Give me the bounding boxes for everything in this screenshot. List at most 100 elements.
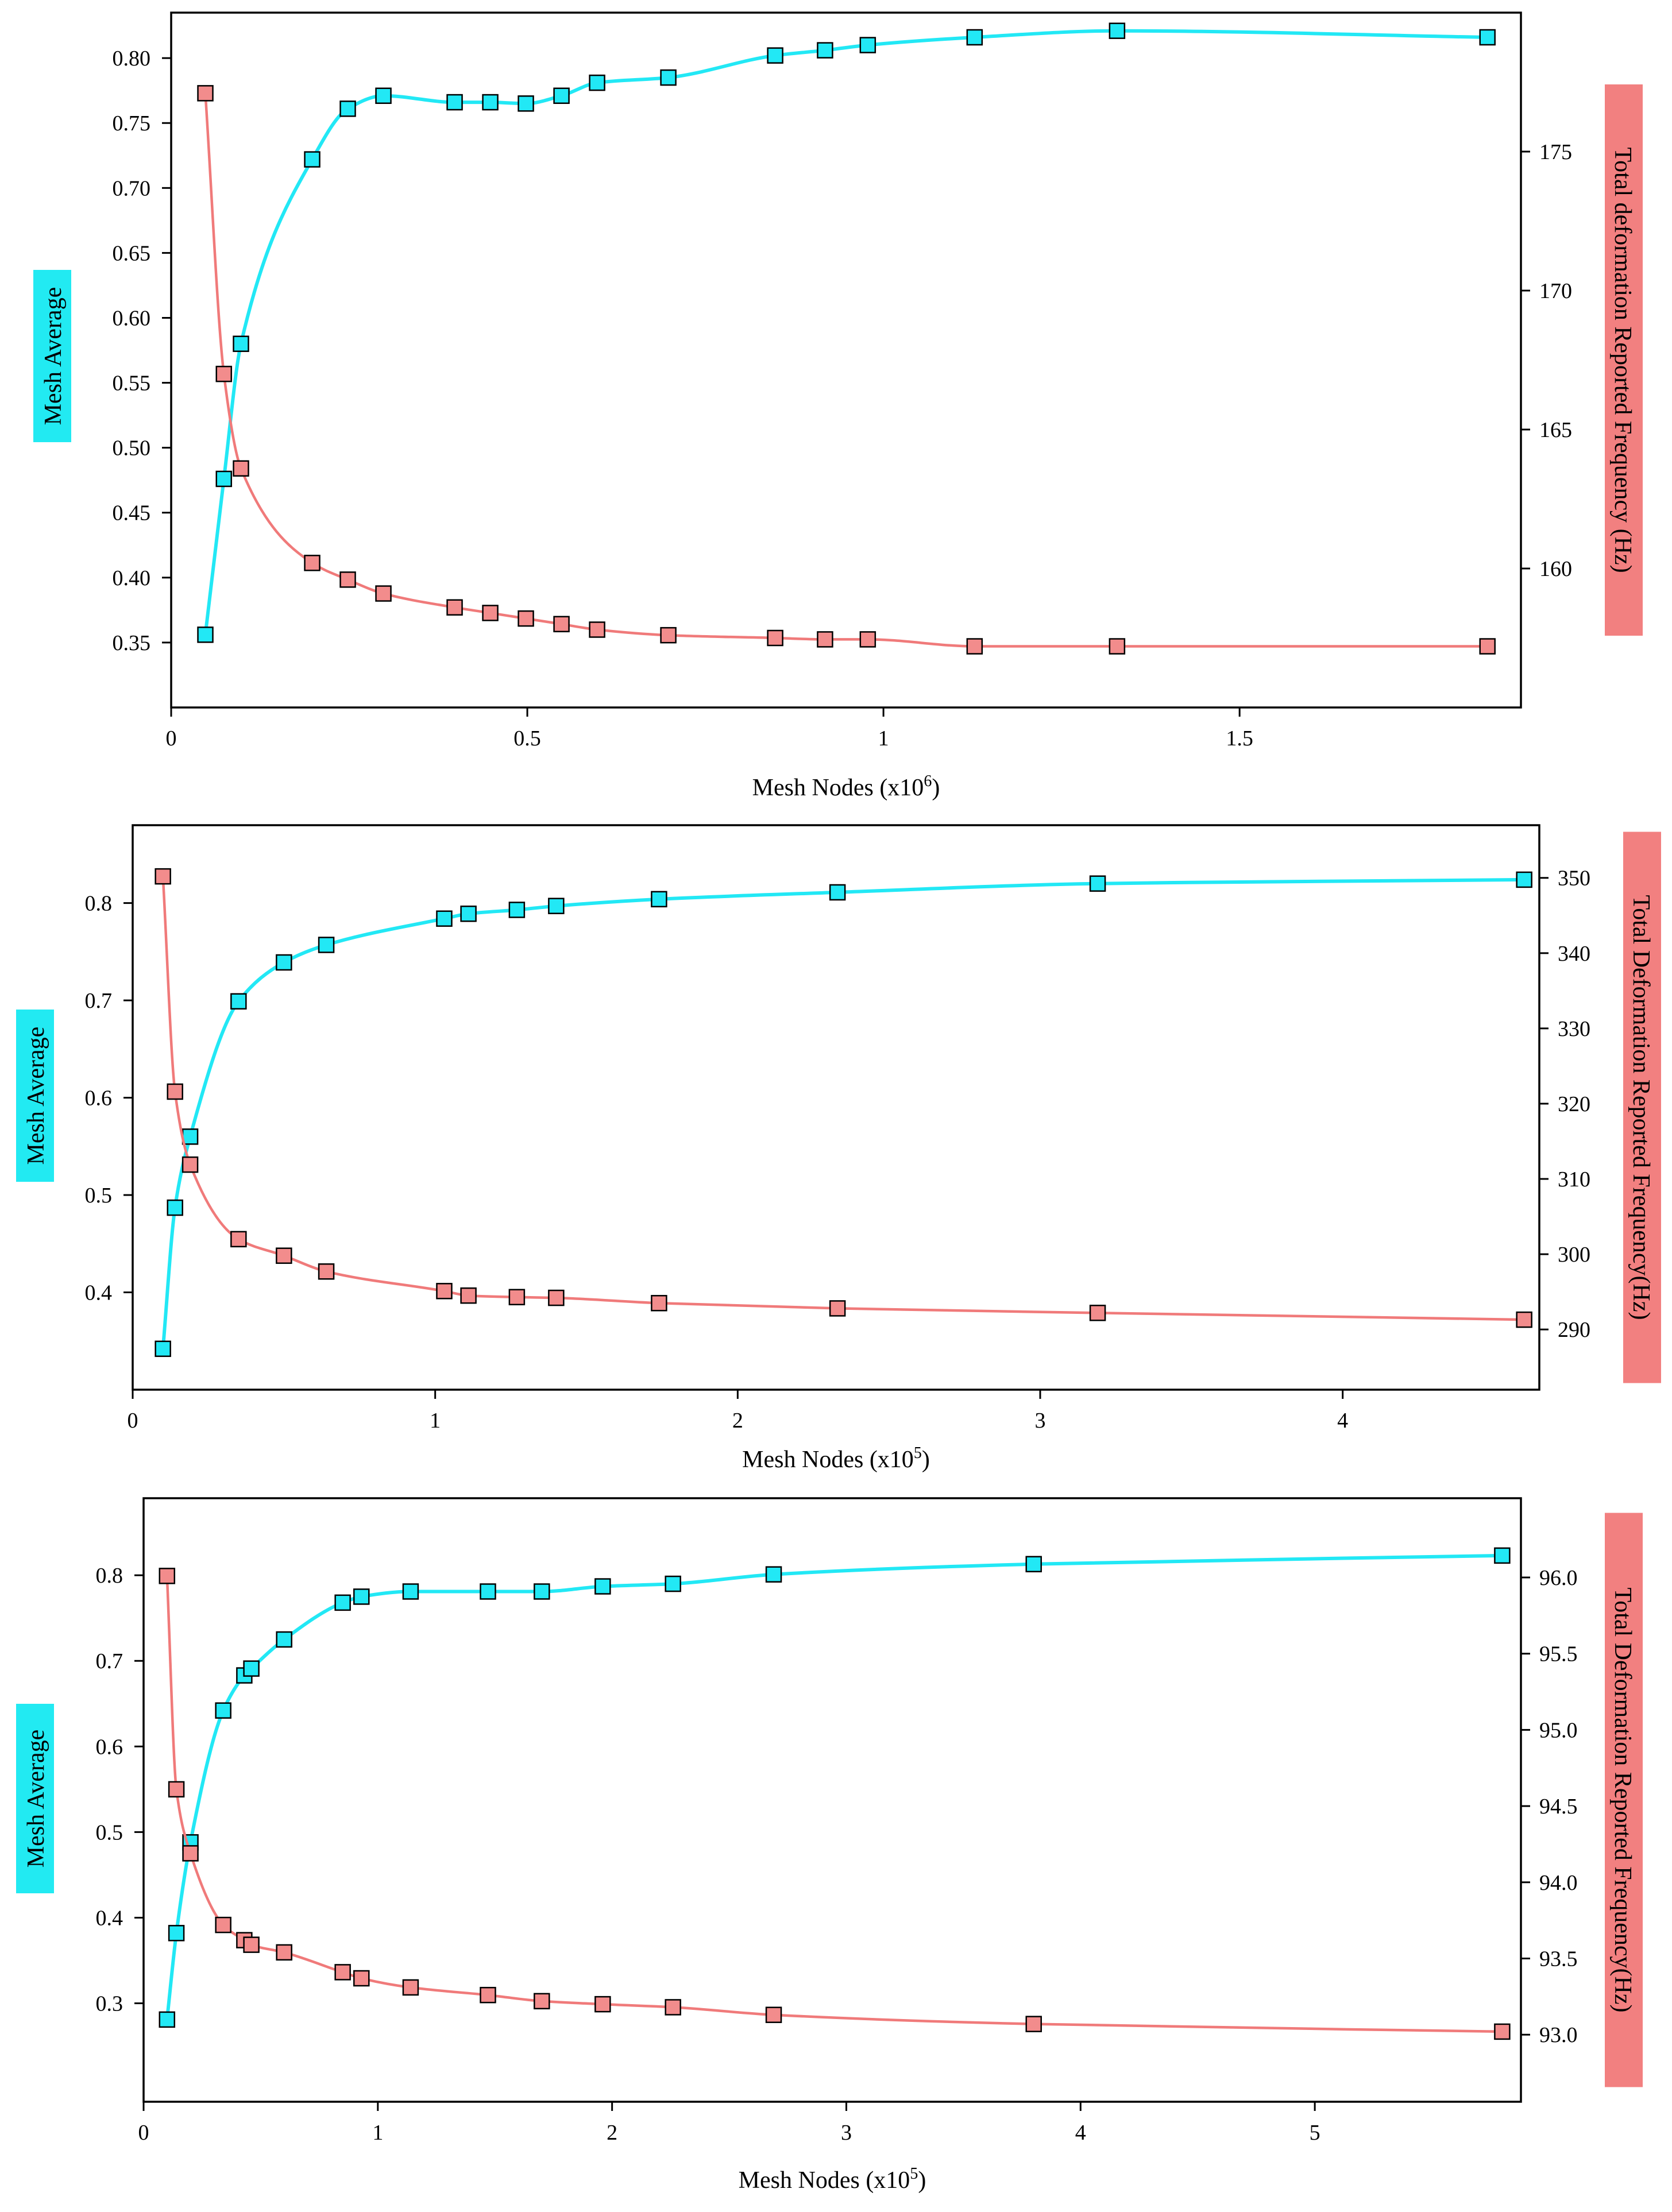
mesh-average-data-point <box>167 1199 183 1216</box>
mesh-average-data-point <box>233 335 249 352</box>
mesh-average-series-line <box>165 1553 1503 2020</box>
plot-frame <box>170 11 1522 709</box>
mesh-average-data-point <box>197 627 214 643</box>
mesh-average-data-point <box>276 954 292 971</box>
mesh-average-data-point <box>1516 871 1532 888</box>
x-axis-label-close: ) <box>932 775 940 801</box>
mesh-average-data-point <box>155 1340 171 1358</box>
frequency-data-point <box>480 1986 496 2004</box>
y-left-tick-label: 0.55 <box>113 372 151 396</box>
x-tick-label: 3 <box>841 2121 852 2145</box>
mesh-average-data-point <box>594 1578 611 1595</box>
chart-panel-1: 0 0.5 1 1.5 0.35 0.40 0.45 0.50 0.55 0.60 0.65 0.70… <box>33 11 1643 801</box>
frequency-data-point <box>215 365 233 382</box>
frequency-data-point <box>651 1295 667 1312</box>
y-right-tick-label: 93.0 <box>1539 2023 1578 2047</box>
y-right-tick-label: 95.0 <box>1539 1718 1578 1742</box>
mesh-average-data-point <box>446 94 463 111</box>
mesh-average-data-point <box>508 902 526 918</box>
frequency-data-point <box>1494 2023 1511 2040</box>
frequency-data-point <box>553 616 570 633</box>
mesh-average-data-point <box>318 937 335 953</box>
y-left-tick-label: 0.5 <box>85 1184 113 1208</box>
y-left-tick-label: 0.50 <box>113 436 151 461</box>
x-tick-label: 0 <box>128 1409 138 1433</box>
frequency-data-point <box>230 1231 247 1248</box>
mesh-average-data-point <box>1479 29 1496 46</box>
y-right-tick-label: 94.0 <box>1539 1871 1578 1895</box>
frequency-data-point <box>817 631 833 648</box>
frequency-data-point <box>460 1287 477 1304</box>
y-right-tick-label: 310 <box>1558 1167 1590 1192</box>
mesh-average-data-point <box>966 29 983 46</box>
frequency-data-point <box>548 1289 565 1306</box>
x-tick-label: 0 <box>166 726 177 751</box>
mesh-average-data-point <box>304 151 321 168</box>
mesh-average-data-point <box>1494 1547 1511 1564</box>
y-left-axis-label: Mesh Average <box>23 1027 49 1165</box>
x-axis-label-text: Mesh Nodes (x10 <box>739 2167 910 2194</box>
frequency-data-point <box>767 629 783 647</box>
mesh-average-data-point <box>553 87 570 104</box>
chart-panel-3: 0 1 2 3 4 5 0.3 0.4 0.5 0.6 0.7 0.8 93.0 93.5 94.0 94.5… <box>16 1497 1643 2194</box>
mesh-average-data-point <box>1025 1556 1042 1573</box>
y-left-axis-label: Mesh Average <box>40 287 67 426</box>
frequency-data-point <box>215 1916 231 1933</box>
y-right-axis-label: Total deformation Reported Frequency (Hz… <box>1609 147 1636 573</box>
y-right-axis-label-background <box>1605 84 1643 636</box>
y-left-axis-label: Mesh Average <box>23 1730 49 1868</box>
frequency-data-point <box>318 1263 335 1280</box>
y-right-axis-label-group: Total Deformation Reported Frequency(Hz) <box>1605 1513 1643 2087</box>
x-tick-label: 1.5 <box>1226 726 1253 751</box>
x-tick-label: 1 <box>430 1409 441 1433</box>
y-right-axis-label: Total Deformation Reported Frequency(Hz) <box>1609 1588 1636 2013</box>
x-axis-label-exponent: 5 <box>910 2165 918 2183</box>
y-right-axis-label-background <box>1605 1513 1643 2087</box>
y-right-axis-label: Total Deformation Reported Frequency(Hz) <box>1628 895 1654 1320</box>
mesh-average-data-point <box>353 1588 370 1605</box>
mesh-average-data-point <box>482 94 499 111</box>
y-right-tick-label: 95.5 <box>1539 1642 1578 1666</box>
frequency-data-point <box>1089 1305 1106 1321</box>
chart-panel-2: 0 1 2 3 4 0.4 0.5 0.6 0.7 0.8 290 300 310 320 330 340 35… <box>16 824 1661 1473</box>
mesh-average-data-point <box>480 1583 496 1600</box>
y-left-tick-label: 0.7 <box>96 1649 123 1673</box>
mesh-average-data-point <box>665 1575 681 1592</box>
x-axis-label-close: ) <box>922 1447 930 1473</box>
frequency-data-point <box>829 1300 846 1317</box>
y-right-tick-label: 300 <box>1558 1243 1590 1267</box>
mesh-average-data-point <box>817 42 833 59</box>
mesh-average-data-point <box>1109 22 1126 39</box>
x-axis-label-exponent: 5 <box>914 1444 922 1462</box>
y-right-tick-label: 350 <box>1558 867 1590 891</box>
frequency-data-point <box>594 1996 611 2013</box>
y-left-tick-label: 0.40 <box>113 566 151 590</box>
frequency-data-point <box>168 1781 185 1798</box>
y-right-tick-label: 160 <box>1539 557 1572 581</box>
frequency-data-point <box>375 585 392 602</box>
y-left-axis-label-group: Mesh Average <box>33 270 71 442</box>
y-right-tick-label: 290 <box>1558 1318 1590 1342</box>
frequency-data-point <box>859 631 876 648</box>
y-right-tick-label: 165 <box>1539 418 1572 442</box>
mesh-average-data-point <box>339 100 356 117</box>
x-axis-label-exponent: 6 <box>924 772 932 790</box>
x-tick-label: 1 <box>878 726 889 751</box>
mesh-average-data-point <box>518 95 534 112</box>
frequency-data-point <box>589 621 605 638</box>
y-left-tick-label: 0.6 <box>85 1086 113 1111</box>
x-tick-label: 4 <box>1075 2121 1086 2145</box>
frequency-data-point <box>765 2006 782 2023</box>
x-tick-label: 2 <box>732 1409 743 1433</box>
y-left-tick-label: 0.70 <box>113 176 151 200</box>
mesh-average-data-point <box>651 891 667 908</box>
x-axis-label: Mesh Nodes (x106) <box>752 772 940 801</box>
frequency-data-point <box>243 1936 260 1953</box>
mesh-average-data-point <box>159 2011 176 2028</box>
mesh-average-data-point <box>829 884 846 901</box>
frequency-data-point <box>233 460 249 477</box>
y-left-tick-label: 0.35 <box>113 631 151 655</box>
